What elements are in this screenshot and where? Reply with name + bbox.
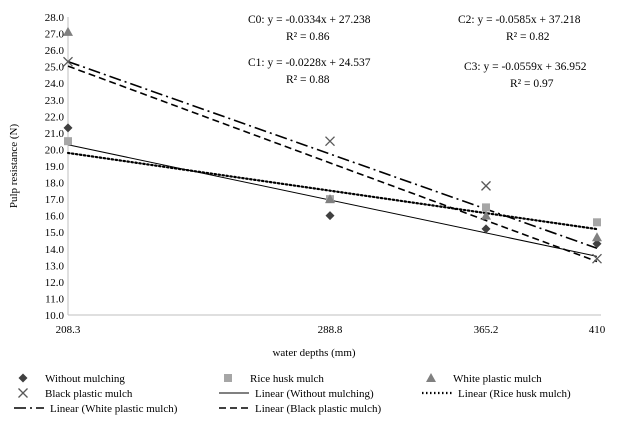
trendline-black-plastic-mulch: [67, 65, 598, 263]
y-tick-label: 14.0: [45, 244, 65, 256]
y-tick-label: 24.0: [45, 78, 65, 90]
point-without-mulching: [325, 211, 335, 221]
y-tick-label: 21.0: [45, 128, 65, 140]
x-tick-label: 208.3: [56, 324, 81, 336]
y-tick-label: 13.0: [45, 260, 65, 272]
y-tick-label: 25.0: [45, 62, 65, 74]
y-tick-label: 15.0: [45, 227, 65, 239]
legend-marker-white-plastic-mulch: [426, 373, 436, 382]
y-tick-label: 10.0: [45, 310, 65, 322]
y-tick-label: 27.0: [45, 29, 65, 41]
point-white-plastic-mulch: [592, 232, 602, 242]
annotation-c3-r2: R² = 0.97: [510, 78, 554, 90]
annotation-c3-equation: C3: y = -0.0559x + 36.952: [464, 61, 587, 73]
annotation-c2-equation: C2: y = -0.0585x + 37.218: [458, 14, 581, 26]
point-black-plastic-mulch: [592, 253, 602, 264]
legend-marker-without-mulching: [18, 373, 28, 383]
point-rice-husk-mulch: [593, 218, 601, 227]
point-white-plastic-mulch: [325, 194, 335, 204]
y-tick-label: 23.0: [45, 95, 65, 107]
legend-label-linear-black-plastic-mulch: Linear (Black plastic mulch): [255, 403, 381, 415]
y-axis-title: Pulp resistance (N): [8, 124, 20, 209]
legend-marker-black-plastic-mulch: [18, 388, 28, 398]
annotation-c1-r2: R² = 0.88: [286, 74, 330, 86]
x-tick-label: 288.8: [318, 324, 343, 336]
legend-label-linear-without-mulching: Linear (Without mulching): [255, 388, 374, 400]
legend-label-white-plastic-mulch: White plastic mulch: [453, 373, 542, 385]
legend-marker-rice-husk-mulch: [224, 374, 232, 382]
y-tick-label: 22.0: [45, 111, 65, 123]
x-tick-label: 365.2: [474, 324, 499, 336]
trendline-white-plastic-mulch: [67, 60, 598, 249]
y-tick-label: 28.0: [45, 12, 65, 24]
y-tick-label: 16.0: [45, 211, 65, 223]
y-tick-label: 26.0: [45, 45, 65, 57]
annotation-c1-equation: C1: y = -0.0228x + 24.537: [248, 57, 371, 69]
y-tick-label: 17.0: [45, 194, 65, 206]
legend: Without mulching Rice husk mulch White pla…: [14, 373, 571, 415]
y-tick-label: 12.0: [45, 277, 65, 289]
x-tick-label: 410: [589, 324, 606, 336]
legend-label-linear-white-plastic-mulch: Linear (White plastic mulch): [50, 403, 178, 415]
legend-label-black-plastic-mulch: Black plastic mulch: [45, 388, 133, 400]
trendline-rice-husk-mulch: [66, 151, 599, 231]
point-white-plastic-mulch: [481, 210, 491, 220]
trendlines: [66, 60, 599, 263]
point-without-mulching: [592, 239, 602, 249]
legend-label-without-mulching: Without mulching: [45, 373, 125, 385]
point-without-mulching: [63, 123, 73, 133]
y-tick-label: 20.0: [45, 144, 65, 156]
annotation-c0-equation: C0: y = -0.0334x + 27.238: [248, 14, 371, 26]
point-white-plastic-mulch: [63, 26, 73, 36]
legend-label-rice-husk-mulch: Rice husk mulch: [250, 373, 324, 385]
point-without-mulching: [481, 224, 491, 234]
point-black-plastic-mulch: [481, 180, 491, 191]
y-tick-label: 19.0: [45, 161, 65, 173]
y-tick-label: 11.0: [45, 293, 64, 305]
y-tick-label: 18.0: [45, 178, 65, 190]
annotation-c2-r2: R² = 0.82: [506, 31, 550, 43]
point-black-plastic-mulch: [325, 136, 335, 147]
point-rice-husk-mulch: [64, 137, 72, 146]
legend-label-linear-rice-husk-mulch: Linear (Rice husk mulch): [458, 388, 571, 400]
annotation-c0-r2: R² = 0.86: [286, 31, 330, 43]
x-axis-title: water depths (mm): [272, 347, 355, 359]
axes: 10.0 11.0 12.0 13.0 14.0 15.0 16.0 17.0 18.0 19.0…: [45, 12, 606, 336]
data-points: [63, 26, 602, 264]
point-rice-husk-mulch: [482, 203, 490, 212]
point-black-plastic-mulch: [63, 56, 73, 67]
